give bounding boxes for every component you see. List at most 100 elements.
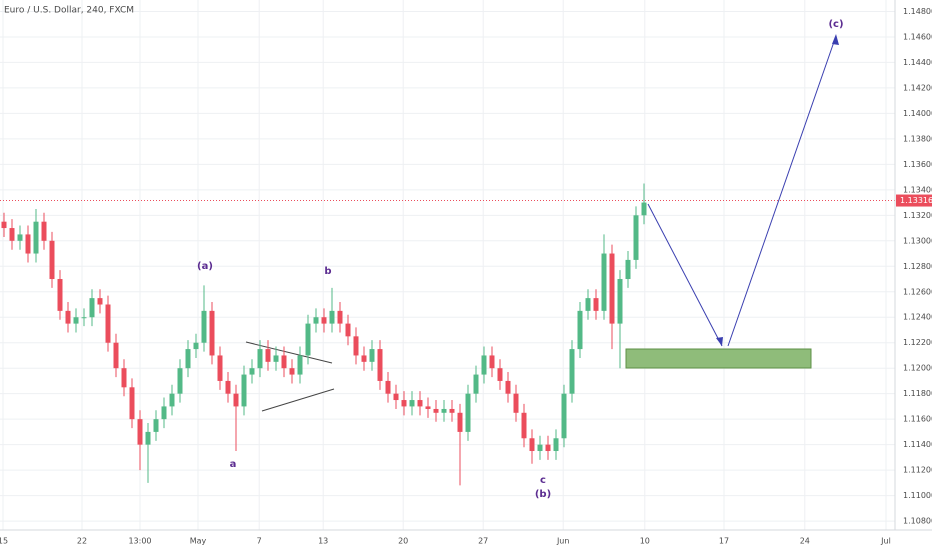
candle-body [137,419,143,445]
candle-body [265,349,271,362]
y-tick-label: 1.10800 [903,517,932,526]
y-tick-label: 1.11800 [903,389,932,398]
candle-body [481,355,487,375]
candle-body [273,355,279,362]
candle-body [417,400,423,407]
arrow-head [716,337,723,346]
candle-body [41,221,47,241]
candle-body [337,310,343,324]
y-tick-label: 1.12400 [903,313,932,322]
candle-body [489,355,495,369]
candle-body [329,310,335,324]
candle-body [569,349,575,394]
candle-body [601,253,607,311]
candle-body [289,368,295,375]
projection-arrow-down [647,203,723,347]
candle-body [625,259,631,280]
candle-body [609,253,615,324]
candle-body [529,438,535,452]
arrow-head [832,34,839,45]
candle-body [617,279,623,324]
y-tick-label: 1.11200 [903,466,932,475]
y-tick-label: 1.11000 [903,491,932,500]
wave-label: a [230,459,237,470]
candle-body [113,342,119,369]
candle-body [145,431,151,445]
candle-body [585,298,591,311]
candle-body [209,310,215,356]
y-tick-label: 1.14600 [903,32,932,41]
x-tick-label: 7 [257,537,262,546]
candle-body [385,380,391,394]
candle-body [185,349,191,369]
candle-body [537,444,543,452]
y-tick-label: 1.13800 [903,134,932,143]
candle-body [433,408,439,413]
x-tick-label: May [190,537,207,546]
candle-body [425,406,431,409]
candle-body [457,412,463,432]
axes: 1.10800 1.11000 1.11200 1.11400 1.11600 1.118… [0,7,932,546]
candle-body [321,317,327,324]
candle-body [233,393,239,407]
candle-body [57,279,63,311]
candle-body [249,368,255,375]
candle-body [65,310,71,324]
y-tick-label: 1.11400 [903,440,932,449]
candle-body [257,349,263,369]
y-tick-label: 1.13200 [903,211,932,220]
candle-body [161,406,167,420]
candle-body [225,380,231,394]
candle-body [441,408,447,413]
x-tick-label: Jul [880,537,891,546]
last-price-tag [896,194,932,207]
candle-body [153,419,159,432]
candle-body [401,400,407,407]
candle-body [177,368,183,394]
candle-body [73,317,79,324]
candle-body [129,387,135,420]
projection-arrow-up [727,35,837,347]
candle-body [593,298,599,311]
y-tick-label: 1.12600 [903,287,932,296]
y-tick-label: 1.13600 [903,160,932,169]
y-tick-label: 1.13000 [903,236,932,245]
candle-body [393,393,399,401]
candle-body [49,240,55,280]
x-tick-label: 13 [318,537,328,546]
y-tick-label: 1.12800 [903,262,932,271]
x-tick-label: 17 [719,537,729,546]
wave-label: c [540,475,546,486]
chart-title: Euro / U.S. Dollar, 240, FXCM [4,6,134,16]
wave-label: (c) [828,19,843,30]
candle-body [561,393,567,439]
x-tick-label: 20 [398,537,408,546]
candle-body [353,336,359,356]
wave-label: b [324,266,331,277]
candle-body [201,310,207,343]
candle-body [81,317,87,319]
candle-body [9,228,15,241]
candle-body [473,374,479,394]
candle-body [497,368,503,381]
target-zone [625,348,812,369]
y-tick-label: 1.12000 [903,364,932,373]
candle-body [505,380,511,394]
x-tick-label: 15 [0,537,8,546]
candle-body [577,310,583,350]
y-tick-label: 1.14800 [903,7,932,16]
candle-body [105,304,111,343]
candle-body [513,393,519,413]
candle-body [409,400,415,407]
candle-body [545,444,551,452]
x-tick-label: 24 [800,537,810,546]
y-tick-label: 1.14400 [903,58,932,67]
grid [0,0,895,530]
candle-body [241,374,247,407]
wave-label: (b) [535,489,551,500]
candle-body [17,234,23,241]
candle-body [169,393,175,407]
candle-body [633,215,639,260]
y-tick-label: 1.12200 [903,338,932,347]
candle-body [1,221,7,229]
